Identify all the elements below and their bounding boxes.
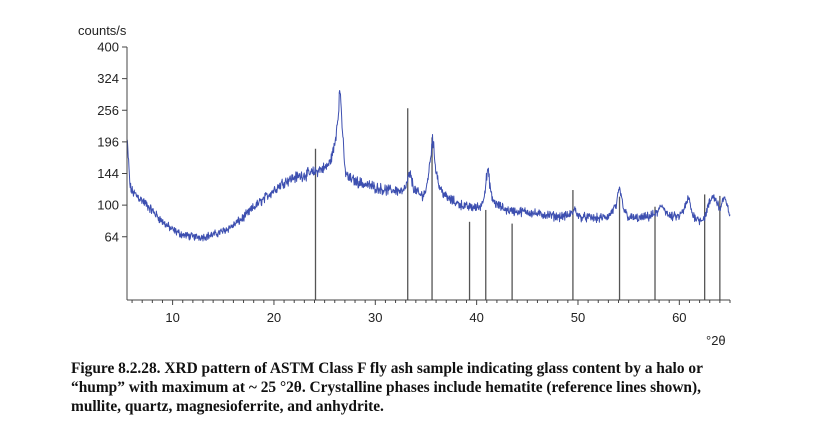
y-tick-label: 256 [97, 103, 119, 118]
y-tick-label: 196 [97, 134, 119, 149]
x-tick-label: 40 [469, 310, 483, 325]
y-tick-label: 400 [97, 40, 119, 55]
y-tick-label: 100 [97, 198, 119, 213]
x-tick-label: 10 [165, 310, 179, 325]
series-layer [126, 90, 731, 242]
axis-layer: 64 100 144 196 256 324 400 10 20 30 40 50 60 [97, 40, 731, 325]
caption-line-3: mullite, quartz, magnesioferrite, and an… [71, 398, 384, 415]
caption-line-1: Figure 8.2.28. XRD pattern of ASTM Class… [71, 360, 703, 377]
reference-lines-layer [314, 108, 721, 300]
xrd-pattern-line [126, 90, 731, 242]
x-tick-label: 30 [368, 310, 382, 325]
y-tick-label: 144 [97, 166, 119, 181]
x-tick-label: 60 [672, 310, 686, 325]
caption-line-2: “hump” with maximum at ~ 25 °2θ. Crystal… [71, 379, 701, 396]
xrd-chart: 64 100 144 196 256 324 400 10 20 30 40 50 60 counts/… [78, 23, 731, 348]
x-axis-label: °2θ [706, 333, 726, 348]
x-tick-label: 20 [267, 310, 281, 325]
y-tick-label: 64 [105, 229, 119, 244]
y-axis-label: counts/s [78, 23, 127, 38]
x-tick-label: 50 [571, 310, 585, 325]
y-tick-label: 324 [97, 71, 119, 86]
figure-caption: Figure 8.2.28. XRD pattern of ASTM Class… [71, 359, 801, 416]
